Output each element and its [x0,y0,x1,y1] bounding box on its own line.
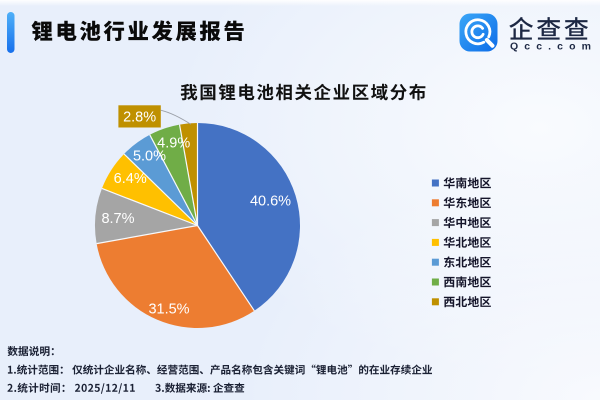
svg-text:6.4%: 6.4% [114,171,147,187]
svg-text:5.0%: 5.0% [133,148,166,164]
svg-text:4.9%: 4.9% [157,135,190,151]
svg-text:40.6%: 40.6% [250,194,291,210]
svg-text:8.7%: 8.7% [101,211,134,227]
svg-text:2.8%: 2.8% [123,110,156,126]
svg-text:31.5%: 31.5% [148,301,189,317]
svg-text:Qcc.com: Qcc.com [510,40,597,52]
